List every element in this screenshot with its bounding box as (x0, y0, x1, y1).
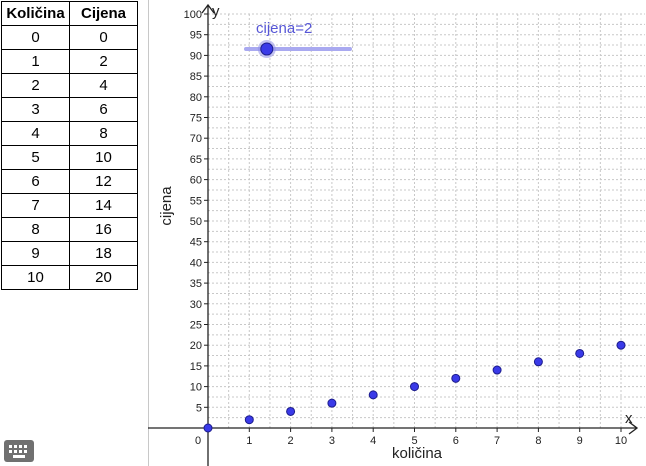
data-point[interactable] (368, 390, 378, 400)
x-tick-label: 2 (288, 435, 294, 447)
y-tick-label: 10 (190, 382, 202, 394)
x-tick-label: 5 (411, 435, 417, 447)
y-tick-label: 70 (190, 133, 202, 145)
table-row: 6 12 (1, 169, 138, 194)
y-tick-label: 40 (190, 257, 202, 269)
x-axis-label: količina (392, 445, 443, 462)
cell-cijena[interactable]: 2 (69, 49, 138, 74)
x-tick-label: 9 (577, 435, 583, 447)
x-tick-label: 3 (329, 435, 335, 447)
y-tick-label: 5 (196, 402, 202, 414)
data-point[interactable] (244, 415, 254, 425)
table-row: 9 18 (1, 241, 138, 266)
cell-cijena[interactable]: 0 (69, 25, 138, 50)
y-tick-label: 55 (190, 195, 202, 207)
data-point[interactable] (575, 348, 585, 358)
slider-label: cijena=2 (256, 20, 312, 37)
y-tick-label: 15 (190, 361, 202, 373)
axes (148, 3, 639, 466)
cell-cijena[interactable]: 18 (69, 241, 138, 266)
y-tick-label: 45 (190, 237, 202, 249)
y-axis-name: y (212, 3, 220, 20)
x-tick-label: 6 (453, 435, 459, 447)
cell-kolicina[interactable]: 6 (1, 169, 70, 194)
x-tick-label: 0 (195, 435, 201, 447)
data-point[interactable] (410, 382, 419, 392)
x-tick-label: 8 (535, 435, 541, 447)
x-axis-name: x (625, 410, 633, 427)
header-cijena[interactable]: Cijena (69, 1, 138, 26)
y-tick-label: 30 (190, 299, 202, 311)
table-row: 10 20 (1, 265, 138, 290)
cell-kolicina[interactable]: 9 (1, 241, 70, 266)
slider-cijena[interactable]: cijena=2 (244, 20, 352, 58)
keyboard-button[interactable] (4, 440, 34, 462)
x-tick-label: 10 (615, 435, 627, 447)
cell-cijena[interactable]: 16 (69, 217, 138, 242)
cell-cijena[interactable]: 4 (69, 73, 138, 98)
slider-handle[interactable] (260, 42, 274, 56)
cell-cijena[interactable]: 10 (69, 145, 138, 170)
table-panel: Količina Cijena 0 0 1 2 2 4 3 6 4 8 5 10 6 12 7 14 8 16 9 1… (0, 0, 149, 466)
cell-kolicina[interactable]: 1 (1, 49, 70, 74)
data-point[interactable] (492, 365, 502, 375)
y-tick-label: 75 (190, 113, 202, 125)
table-row: 7 14 (1, 193, 138, 218)
cell-kolicina[interactable]: 8 (1, 217, 70, 242)
cell-cijena[interactable]: 14 (69, 193, 138, 218)
y-tick-label: 80 (190, 92, 202, 104)
data-point[interactable] (203, 423, 213, 433)
header-kolicina[interactable]: Količina (1, 1, 70, 26)
cell-kolicina[interactable]: 0 (1, 25, 70, 50)
graph-view[interactable]: 0 1 2 3 4 5 6 7 8 9 105101520253035404550556065707… (148, 0, 646, 466)
y-tick-label: 100 (184, 9, 202, 21)
y-tick-label: 50 (190, 216, 202, 228)
y-tick-label: 25 (190, 320, 202, 332)
cell-kolicina[interactable]: 5 (1, 145, 70, 170)
cell-kolicina[interactable]: 2 (1, 73, 70, 98)
y-tick-label: 65 (190, 154, 202, 166)
y-axis-label: cijena (158, 186, 175, 226)
data-point[interactable] (616, 340, 626, 350)
data-point[interactable] (533, 357, 543, 367)
cell-kolicina[interactable]: 10 (1, 265, 70, 290)
x-tick-label: 4 (370, 435, 376, 447)
cell-kolicina[interactable]: 3 (1, 97, 70, 122)
cell-cijena[interactable]: 12 (69, 169, 138, 194)
y-tick-label: 60 (190, 175, 202, 187)
grid (208, 13, 645, 428)
x-tick-label: 1 (246, 435, 252, 447)
value-table[interactable]: Količina Cijena 0 0 1 2 2 4 3 6 4 8 5 10 6 12 7 14 8 16 9 1… (1, 1, 138, 290)
table-row: 8 16 (1, 217, 138, 242)
x-axis-arrow (628, 421, 639, 435)
y-tick-label: 85 (190, 71, 202, 83)
y-tick-label: 20 (190, 340, 202, 352)
data-points (203, 340, 626, 433)
cell-kolicina[interactable]: 7 (1, 193, 70, 218)
data-point[interactable] (327, 398, 337, 408)
y-tick-label: 90 (190, 50, 202, 62)
cell-kolicina[interactable]: 4 (1, 121, 70, 146)
cell-cijena[interactable]: 8 (69, 121, 138, 146)
table-header-row: Količina Cijena (1, 1, 138, 26)
data-point[interactable] (286, 406, 296, 416)
y-tick-label: 35 (190, 278, 202, 290)
cell-cijena[interactable]: 6 (69, 97, 138, 122)
y-tick-label: 95 (190, 30, 202, 42)
data-point[interactable] (451, 373, 461, 383)
y-axis-arrow (201, 3, 215, 14)
cell-cijena[interactable]: 20 (69, 265, 138, 290)
tick-labels: 0 1 2 3 4 5 6 7 8 9 105101520253035404550556065707… (184, 9, 627, 447)
x-tick-label: 7 (494, 435, 500, 447)
table-row: 5 10 (1, 145, 138, 170)
